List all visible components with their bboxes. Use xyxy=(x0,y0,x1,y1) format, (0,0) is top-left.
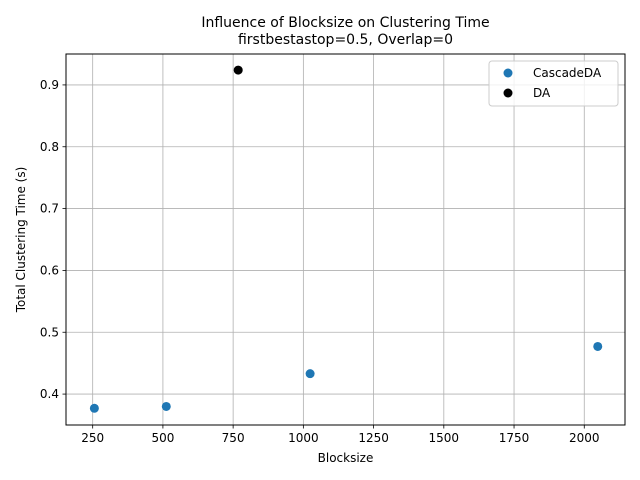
x-tick-label: 1750 xyxy=(499,431,530,445)
chart-title: Influence of Blocksize on Clustering Tim… xyxy=(201,15,489,31)
data-point-cascadeda xyxy=(89,403,99,413)
grid-lines xyxy=(66,54,625,425)
legend-label-cascadeda: CascadeDA xyxy=(533,66,602,80)
x-tick-label: 1500 xyxy=(429,431,460,445)
legend: CascadeDA DA xyxy=(488,60,619,107)
x-tick-label: 750 xyxy=(222,431,245,445)
data-point-cascadeda xyxy=(161,401,171,411)
legend-frame xyxy=(488,60,619,107)
x-tick-label: 1000 xyxy=(288,431,319,445)
data-points xyxy=(89,65,603,413)
y-tick-label: 0.5 xyxy=(40,325,59,339)
legend-marker-da xyxy=(503,88,513,98)
x-axis-label: Blocksize xyxy=(318,451,374,465)
data-point-da xyxy=(233,65,243,75)
y-axis-label: Total Clustering Time (s) xyxy=(14,167,28,314)
y-tick-label: 0.6 xyxy=(40,263,59,277)
plot-frame xyxy=(65,53,626,426)
x-tick-label: 2000 xyxy=(569,431,600,445)
legend-marker-cascadeda xyxy=(503,68,513,78)
x-tick-label: 500 xyxy=(151,431,174,445)
y-tick-label: 0.9 xyxy=(40,78,59,92)
y-tick-label: 0.7 xyxy=(40,202,59,216)
y-tick-label: 0.4 xyxy=(40,387,59,401)
x-tick-label: 250 xyxy=(81,431,104,445)
data-point-cascadeda xyxy=(305,369,315,379)
x-axis-ticks: 250 500 750 1000 1250 1500 1750 2000 xyxy=(81,425,600,445)
data-point-cascadeda xyxy=(593,341,603,351)
y-axis-ticks: 0.4 0.5 0.6 0.7 0.8 0.9 xyxy=(40,78,66,401)
y-tick-label: 0.8 xyxy=(40,140,59,154)
chart-subtitle: firstbestastop=0.5, Overlap=0 xyxy=(238,32,453,48)
x-tick-label: 1250 xyxy=(358,431,389,445)
legend-label-da: DA xyxy=(533,86,551,100)
